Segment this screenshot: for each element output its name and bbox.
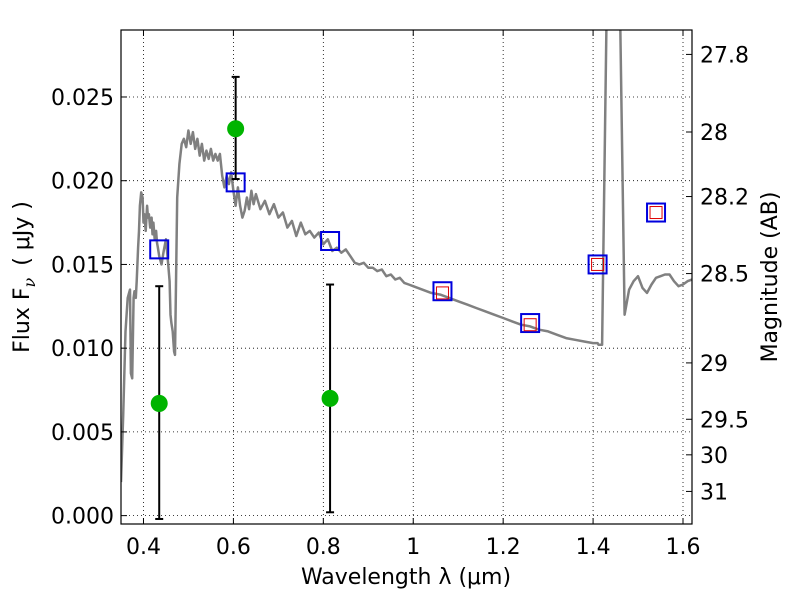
y-axis-right-label: Magnitude (AB) [758, 192, 783, 363]
magnitude-tick-label: 28.5 [700, 263, 749, 288]
magnitude-tick-label: 28 [700, 121, 728, 146]
y-axis-label-unit: ( μJy ) [10, 201, 35, 266]
magnitude-tick-label: 27.8 [700, 43, 749, 68]
x-tick-label: 1 [406, 535, 420, 560]
y-tick-label: 0.000 [51, 505, 114, 530]
y-axis-label: Flux Fν ( μJy ) [10, 201, 39, 353]
x-tick-label: 1.4 [576, 535, 611, 560]
data-point-square [149, 239, 170, 260]
magnitude-tick-label: 30 [700, 444, 728, 469]
y-axis-label-text: Flux F [10, 288, 35, 353]
magnitude-tick-label: 29.5 [700, 408, 749, 433]
data-point-square [320, 230, 341, 251]
sed-model-line [121, 30, 692, 483]
data-point-square [432, 281, 453, 302]
x-tick-label: 0.8 [306, 535, 341, 560]
y-tick-label: 0.010 [51, 337, 114, 362]
x-tick-label: 0.6 [216, 535, 251, 560]
data-point-square [587, 254, 608, 275]
data-point-small-square [591, 257, 605, 271]
plot-area [121, 30, 692, 520]
data-point-small-square [435, 286, 449, 300]
y-tick-label: 0.020 [51, 170, 114, 195]
data-point-small-square [649, 206, 663, 220]
data-point-circle [227, 120, 245, 138]
plot-frame [120, 29, 693, 525]
x-tick-label: 1.6 [666, 535, 701, 560]
x-tick-label: 1.2 [486, 535, 521, 560]
data-point-square [646, 202, 667, 223]
y-axis-label-subscript: ν [20, 278, 39, 288]
y-tick-label: 0.015 [51, 253, 114, 278]
data-point-square [520, 313, 541, 334]
data-point-circle [321, 389, 339, 407]
x-tick-label: 0.4 [126, 535, 161, 560]
y-tick-label: 0.005 [51, 421, 114, 446]
y-tick-label: 0.025 [51, 86, 114, 111]
magnitude-tick-label: 28.2 [700, 186, 749, 211]
x-axis-label: Wavelength λ (μm) [301, 565, 511, 590]
data-point-circle [150, 394, 168, 412]
magnitude-tick-label: 31 [700, 480, 728, 505]
magnitude-tick-label: 29 [700, 352, 728, 377]
data-point-small-square [523, 318, 537, 332]
axis-ticks: 0.4 0.6 0.8 1 1.2 1.4 1.6 0.000 0.005 0.010 0.015 0… [51, 30, 749, 560]
